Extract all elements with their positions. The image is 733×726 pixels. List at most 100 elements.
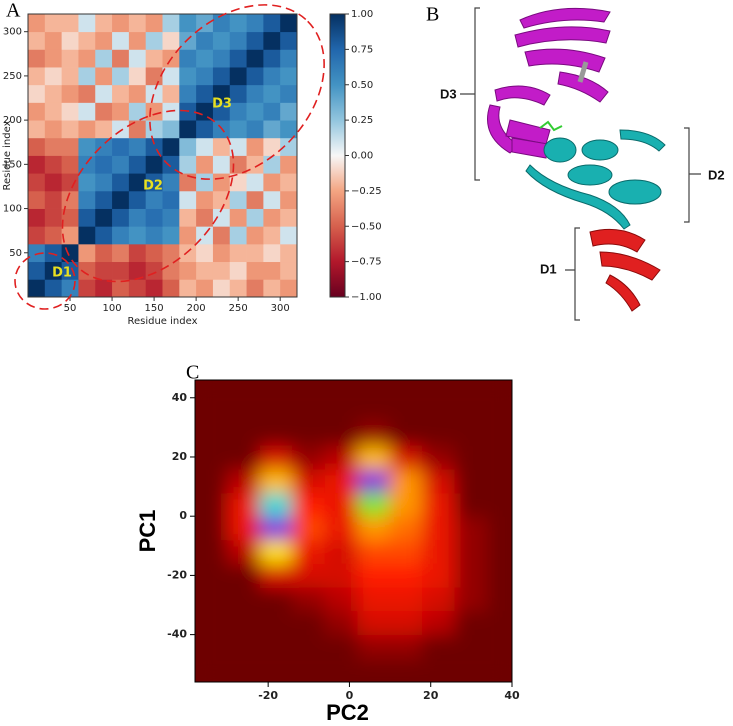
heat-cell [280,261,298,280]
heat-cell [229,155,247,174]
heat-cell [246,31,264,50]
heat-cell [280,190,298,209]
heat-cell [145,261,163,280]
heat-cell [162,243,180,263]
heat-cell [28,208,46,227]
heat-cell [246,208,264,227]
density-cell [259,634,294,659]
heat-cell [145,190,163,209]
colorbar-label: 1.00 [351,9,373,20]
heat-cell [145,208,163,227]
density-cell [195,586,229,612]
heat-cell [44,173,63,192]
domain-ellipse [61,109,235,283]
heat-cell [145,31,163,50]
heat-cell [179,31,197,50]
density-cell [324,380,359,399]
heat-cell [212,31,231,50]
density-cell [487,380,512,399]
heat-cell [263,173,281,192]
heat-cell [145,243,163,263]
density-cell [195,492,229,517]
density-cell [422,380,456,399]
domain-label: D1 [52,266,72,281]
colorbar-label: −0.50 [351,221,382,232]
density-cell [454,610,489,636]
heat-cell [61,190,79,209]
density-cell [357,492,391,517]
panel-label: C [186,362,199,384]
y-tick-label: 0 [179,509,187,522]
heat-cell [280,243,298,263]
heat-cell [145,120,163,139]
heat-cell [212,173,231,192]
heat-cell [229,243,247,263]
heat-cell [61,49,79,68]
density-cell [422,515,456,541]
density-cell [195,420,229,446]
density-cell [487,610,512,636]
density-cell [454,444,489,470]
x-tick-label: 300 [271,303,290,314]
heat-cell [28,279,46,298]
heat-cell [112,261,130,280]
heat-cell [229,226,247,245]
density-cell [259,420,294,446]
density-cell [227,420,261,446]
x-tick-label: 150 [145,303,164,314]
heat-cell [162,173,180,192]
domain-label: D3 [212,97,232,112]
x-tick-label: 200 [187,303,206,314]
heat-cell [229,84,247,103]
heat-cell [280,155,298,174]
density-cell [454,420,489,446]
x-tick-label: 40 [504,689,520,702]
heat-cell [78,226,96,245]
density-cell [357,586,391,612]
density-cell [422,657,456,682]
heat-cell [212,261,231,280]
colorbar-label: −1.00 [351,292,382,303]
density-cell [195,610,229,636]
panel-label: A [6,0,21,22]
heat-cell [196,84,214,103]
density-cell [422,420,456,446]
heat-cell [78,84,96,103]
density-cell [324,657,359,682]
heat-cell [196,261,214,280]
density-cell [454,492,489,517]
heat-cell [112,137,130,156]
y-tick-label: 50 [9,248,22,259]
heat-cell [78,243,96,263]
plot-frame [27,13,298,298]
density-cell [389,420,424,446]
heat-cell [263,137,281,156]
density-cell [227,468,261,494]
density-cell [454,468,489,494]
heat-cell [95,173,113,192]
density-cell [227,610,261,636]
heat-cell [145,279,163,298]
heat-cell [246,155,264,174]
colorbar-label: 0.75 [351,44,373,55]
colorbar-label: 0.50 [351,80,373,91]
heat-cell [95,155,113,174]
x-axis-label: Residue index [127,316,197,327]
heat-cell [229,31,247,50]
density-cell [324,634,359,659]
density-cell [422,539,456,565]
y-tick-label: 250 [3,71,22,82]
heat-cell [263,49,281,68]
heat-cell [162,190,180,209]
heat-cell [128,208,147,227]
density-cell [487,397,512,422]
y-tick-label: 40 [172,391,188,404]
x-tick-label: 250 [229,303,248,314]
heat-cell [95,84,113,103]
density-cell [487,586,512,612]
density-cell [324,610,359,636]
heat-cell [44,155,63,174]
density-cell [324,444,359,470]
heat-cell [145,226,163,245]
heat-cell [95,226,113,245]
